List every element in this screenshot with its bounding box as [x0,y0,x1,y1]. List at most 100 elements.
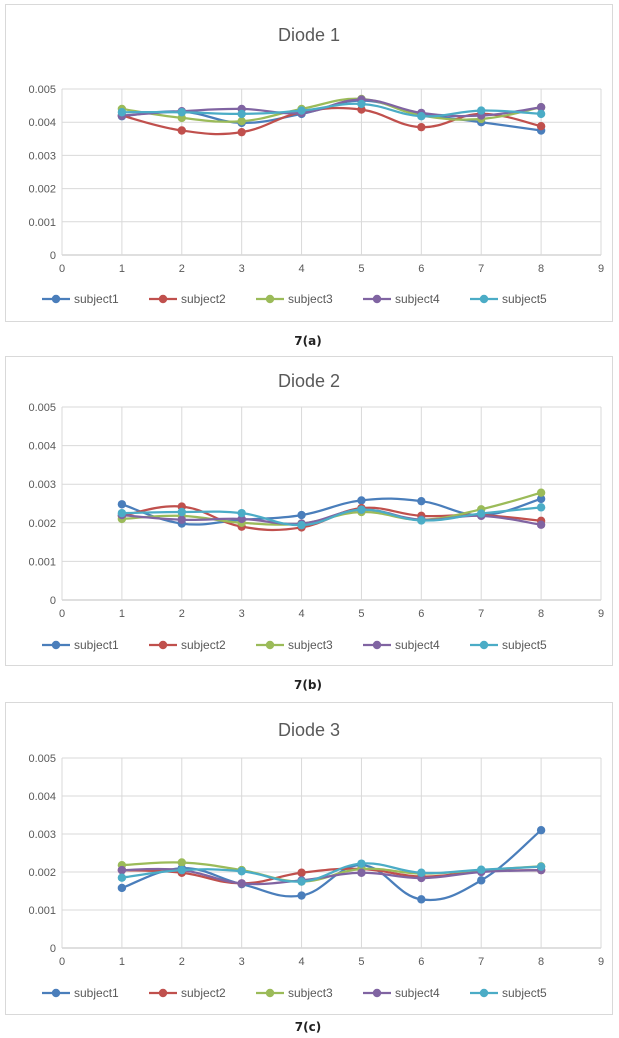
data-point-subject4 [117,865,127,875]
legend-item-subject4: subject4 [363,292,440,306]
legend-label: subject1 [74,986,119,1000]
y-tick-label: 0.003 [28,829,56,841]
data-point-subject1 [297,891,306,900]
data-point-subject3 [177,858,186,867]
x-tick-label: 3 [239,263,245,275]
x-tick-label: 9 [598,608,604,620]
data-point-subject1 [357,496,366,505]
legend-label: subject2 [181,292,226,306]
data-point-subject5 [297,877,306,886]
chart-caption-7c: 7(c) [294,1020,322,1034]
legend-item-subject3: subject3 [256,292,333,306]
legend-swatch-marker [158,294,168,304]
legend-label: subject3 [288,292,333,306]
y-tick-label: 0.005 [28,402,56,414]
data-point-subject5 [536,503,546,512]
x-tick-label: 2 [179,608,185,620]
series-line-subject3 [121,97,542,123]
chart-area-diode-1: Diode 1 0 0.001 0.002 0.003 0.004 0.005 0 1 2 3 4 5 6… [5,4,613,322]
legend-label: subject3 [288,986,333,1000]
legend-item-subject4: subject4 [363,986,440,1000]
x-tick-label: 8 [538,608,544,620]
data-point-subject5 [237,109,246,119]
data-point-subject5 [237,867,246,876]
x-tick-label: 2 [179,263,185,275]
data-point-subject5 [417,868,426,877]
x-tick-label: 5 [358,608,364,620]
legend-item-subject1: subject1 [42,986,119,1000]
chart-svg: Diode 3 0 0.001 0.002 0.003 0.004 0.005 0 1 2 3 4 5 6… [28,720,604,1000]
chart-title: Diode 1 [278,25,340,45]
y-tick-label: 0 [50,943,56,955]
x-tick-label: 6 [418,263,424,275]
legend-label: subject3 [288,638,333,652]
y-tick-label: 0.002 [28,184,56,196]
data-point-subject5 [177,865,186,875]
y-tick-label: 0.003 [28,150,56,162]
x-tick-label: 5 [358,263,364,275]
data-point-subject4 [536,103,546,112]
data-point-subject5 [357,505,366,514]
x-tick-label: 1 [119,263,125,275]
x-tick-label: 7 [478,956,484,968]
legend-swatch-marker [372,640,382,650]
chart-area-diode-3: Diode 3 0 0.001 0.002 0.003 0.004 0.005 0 1 2 3 4 5 6… [5,702,613,1015]
legend-item-subject5: subject5 [470,638,547,652]
x-tick-label: 0 [59,263,65,275]
data-point-subject5 [237,508,246,518]
data-point-subject2 [177,126,186,135]
data-point-subject5 [297,520,306,530]
x-tick-label: 1 [119,608,125,620]
data-point-subject5 [477,865,486,874]
data-point-subject4 [177,515,186,524]
x-tick-label: 5 [358,956,364,968]
series-line-subject5 [121,102,542,118]
legend-label: subject2 [181,986,226,1000]
data-point-subject4 [237,514,246,524]
data-point-subject2 [536,121,546,131]
x-tick-label: 8 [538,956,544,968]
data-point-subject5 [117,873,127,882]
y-tick-label: 0.001 [28,217,56,229]
legend-item-subject3: subject3 [256,986,333,1000]
legend-label: subject4 [395,638,440,652]
x-tick-label: 4 [298,956,304,968]
legend-item-subject4: subject4 [363,638,440,652]
series-line-subject1 [121,829,542,902]
legend-item-subject1: subject1 [42,292,119,306]
chart-svg: Diode 1 0 0.001 0.002 0.003 0.004 0.005 0 1 2 3 4 5 6… [28,25,604,306]
legend-label: subject5 [502,292,547,306]
legend-swatch-marker [158,640,168,650]
data-point-subject1 [117,500,127,509]
y-tick-label: 0.004 [28,441,56,453]
data-point-subject1 [477,876,486,885]
legend-swatch-marker [51,294,61,304]
chart-caption-7a: 7(a) [294,334,322,348]
y-tick-label: 0.003 [28,479,56,491]
data-point-subject2 [417,122,426,132]
x-tick-label: 8 [538,263,544,275]
legend-swatch-marker [372,988,382,998]
y-tick-label: 0.002 [28,518,56,530]
data-point-subject5 [477,106,486,115]
data-point-subject1 [297,510,306,520]
y-tick-label: 0 [50,250,56,262]
x-tick-label: 7 [478,608,484,620]
data-point-subject1 [536,494,546,504]
data-point-subject1 [417,895,426,904]
legend-label: subject4 [395,986,440,1000]
data-point-subject5 [357,99,366,109]
legend-item-subject2: subject2 [149,638,226,652]
series-line-subject4 [121,508,542,526]
legend-label: subject2 [181,638,226,652]
y-tick-label: 0.001 [28,905,56,917]
legend-label: subject5 [502,638,547,652]
legend-item-subject5: subject5 [470,292,547,306]
legend-item-subject1: subject1 [42,638,119,652]
x-tick-label: 0 [59,956,65,968]
y-tick-label: 0.005 [28,84,56,96]
chart-svg: Diode 2 0 0.001 0.002 0.003 0.004 0.005 0 1 2 3 4 5 6… [28,371,604,652]
legend-swatch-marker [479,640,489,650]
legend-label: subject4 [395,292,440,306]
y-tick-label: 0 [50,595,56,607]
